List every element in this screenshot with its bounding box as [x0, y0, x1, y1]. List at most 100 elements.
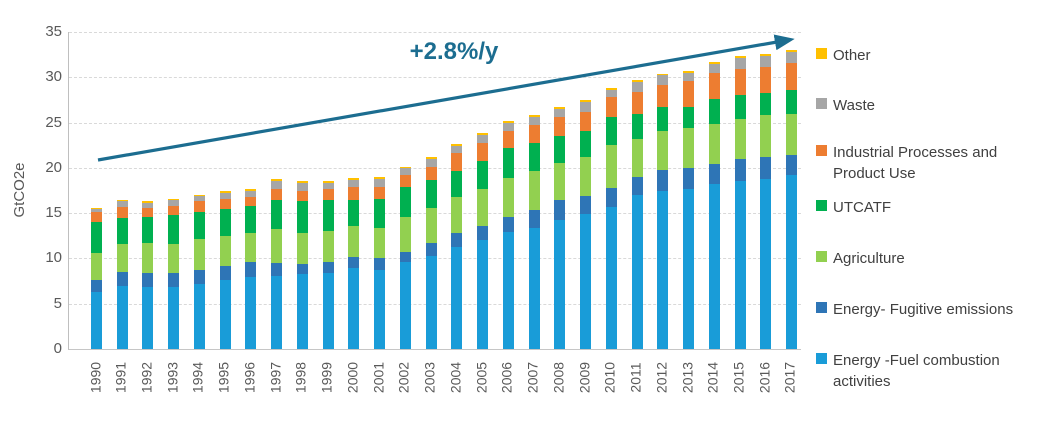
bar-segment [193, 195, 205, 197]
bar-segment [245, 262, 257, 277]
bar-segment [322, 231, 334, 263]
bar-segment [219, 198, 231, 209]
bar-segment [245, 188, 257, 191]
legend-swatch [816, 145, 827, 156]
bar-segment [683, 80, 695, 108]
bar-segment [193, 283, 205, 349]
bar-segment [348, 257, 360, 269]
gridline [69, 32, 801, 33]
bar-segment [734, 56, 746, 59]
x-tick-label: 1998 [292, 361, 309, 394]
bar-segment [193, 239, 205, 271]
bar-segment [657, 169, 669, 191]
bar-segment [425, 179, 437, 208]
bar-segment [219, 235, 231, 266]
bar-segment [296, 183, 308, 191]
bar-segment [322, 272, 334, 349]
bar-segment [91, 207, 102, 209]
bar-segment [245, 190, 257, 197]
bar-segment [296, 263, 308, 274]
bar-segment [605, 117, 617, 146]
legend-label: Energy -Fuel combustion activities [833, 352, 1000, 390]
bar-segment [193, 270, 205, 284]
bar-segment [785, 62, 797, 90]
bar-segment [683, 72, 695, 81]
bar-segment [296, 233, 308, 264]
x-tick-label: 1991 [112, 361, 129, 394]
bar-segment [322, 188, 334, 201]
bar-segment [734, 95, 746, 119]
bar-segment [657, 75, 669, 86]
legend-swatch [816, 302, 827, 313]
bar-segment [399, 262, 411, 349]
bar-segment [580, 111, 592, 131]
bar-segment [528, 114, 540, 118]
bar-segment [708, 124, 720, 165]
x-tick-label: 2008 [550, 361, 567, 394]
bar-segment [502, 130, 514, 148]
bar-segment [785, 89, 797, 114]
bar-segment [477, 143, 489, 161]
bar-segment [760, 55, 772, 68]
bar-segment [425, 243, 437, 256]
bar-segment [708, 72, 720, 100]
x-tick-label: 1996 [241, 361, 258, 394]
x-tick-label: 2005 [473, 361, 490, 394]
bar-segment [142, 287, 154, 349]
bar-segment [554, 117, 566, 137]
bar-segment [425, 207, 437, 244]
bar-segment [502, 232, 514, 349]
bar-segment [477, 135, 489, 144]
bar-segment [168, 286, 180, 349]
bar-segment [554, 107, 566, 110]
legend: Other Waste Industrial Processes and Produ… [816, 0, 1051, 424]
bar-segment [425, 157, 437, 160]
legend-label: Industrial Processes and Product Use [833, 144, 998, 182]
bar-segment [374, 257, 386, 271]
y-tick-label: 20 [45, 158, 62, 176]
bar-segment [528, 227, 540, 349]
bar-segment [193, 196, 205, 202]
x-tick-label: 2003 [421, 361, 438, 394]
bar-segment [348, 199, 360, 226]
y-tick-label: 10 [45, 249, 62, 267]
bar-segment [734, 58, 746, 70]
bar-segment [168, 205, 180, 215]
bar-segment [116, 217, 128, 244]
bar-segment [605, 206, 617, 349]
bar-segment [605, 88, 617, 90]
bar-segment [734, 181, 746, 349]
bar-segment [631, 176, 643, 196]
legend-swatch [816, 48, 827, 59]
bar-segment [142, 201, 154, 203]
x-tick-label: 1995 [215, 361, 232, 394]
bar-segment [554, 109, 566, 118]
y-tick-label: 15 [45, 204, 62, 222]
bar-segment [271, 199, 283, 230]
bar-segment [374, 187, 386, 199]
bar-segment [168, 243, 180, 273]
bar-segment [785, 155, 797, 176]
bar-segment [580, 101, 592, 112]
bar-segment [271, 180, 283, 189]
bar-segment [322, 181, 334, 183]
bar-segment [116, 200, 128, 202]
legend-swatch [816, 251, 827, 262]
bar-segment [580, 130, 592, 157]
bar-segment [708, 164, 720, 185]
bar-segment [785, 175, 797, 349]
bar-segment [91, 212, 102, 223]
bar-segment [477, 188, 489, 226]
bar-segment [219, 280, 231, 349]
bar-segment [502, 216, 514, 233]
bar-segment [657, 130, 669, 170]
bar-segment [528, 117, 540, 126]
bar-segment [399, 216, 411, 253]
legend-item: Energy -Fuel combustion activities [816, 350, 1046, 392]
bar-segment [605, 145, 617, 188]
y-axis-title: GtCO2e [11, 162, 28, 218]
bar-segment [271, 229, 283, 263]
bar-segment [116, 285, 128, 349]
x-tick-label: 1997 [267, 361, 284, 394]
legend-item: Other [816, 45, 1046, 66]
